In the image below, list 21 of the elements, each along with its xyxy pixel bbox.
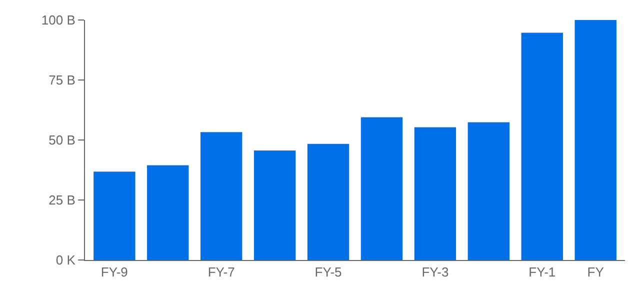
bar: [574, 20, 616, 260]
bar: [94, 172, 136, 260]
y-tick-label: 75 B: [48, 72, 76, 88]
x-tick-label: FY-9: [100, 264, 128, 280]
y-tick-label: 50 B: [48, 132, 76, 148]
x-tick-label: FY-7: [208, 264, 235, 280]
x-tick-label: FY-1: [528, 264, 556, 280]
bar: [521, 32, 563, 260]
y-tick-label: 0 K: [56, 252, 76, 268]
y-tick-label: 25 B: [48, 192, 76, 208]
x-tick-label: FY-3: [422, 264, 449, 280]
bar: [468, 122, 510, 260]
y-tick-label: 100 B: [41, 12, 76, 28]
bar: [360, 117, 403, 260]
bar: [307, 144, 350, 260]
x-tick-label: FY-5: [314, 264, 342, 280]
bar: [147, 165, 189, 260]
bar: [254, 150, 296, 260]
x-tick-label: FY: [587, 264, 604, 280]
bar: [414, 127, 456, 260]
bar: [200, 132, 242, 260]
